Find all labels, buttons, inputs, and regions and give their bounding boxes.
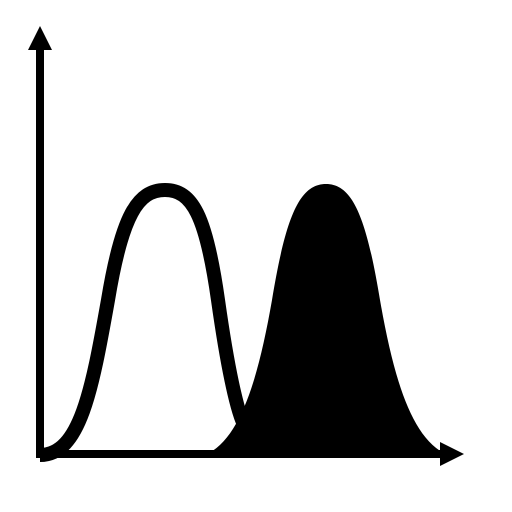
x-axis-arrowhead bbox=[440, 442, 464, 466]
filled-bell-curve bbox=[205, 184, 448, 455]
outlined-bell-curve bbox=[39, 183, 252, 462]
y-axis-arrowhead bbox=[28, 26, 52, 50]
